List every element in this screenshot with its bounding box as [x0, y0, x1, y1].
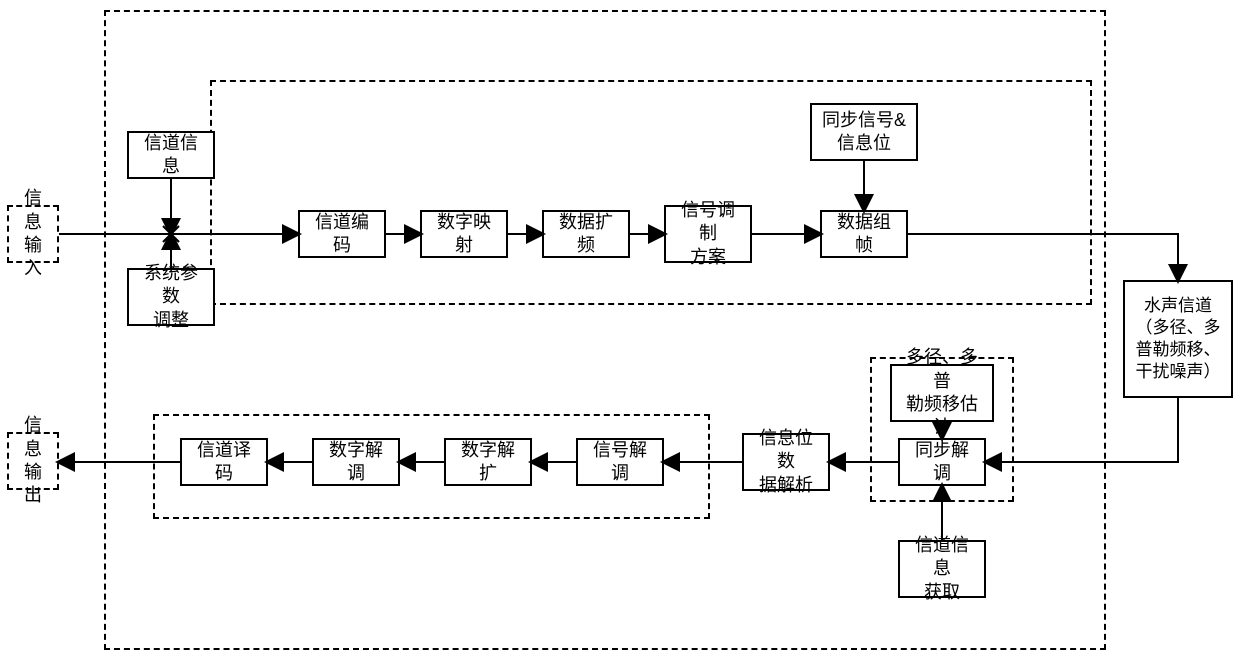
channel-info-label: 信道信息 [137, 132, 205, 179]
channel-decode-label: 信道译码 [190, 439, 258, 486]
info-output-label: 信息输出 [17, 414, 49, 508]
data-frame-label: 数据组帧 [830, 211, 898, 258]
channel-decode-box: 信道译码 [180, 438, 268, 486]
info-input-label: 信息输入 [17, 187, 49, 281]
tx-dashed-container [210, 80, 1092, 305]
signal-demod-label: 信号解调 [586, 439, 654, 486]
channel-info-box: 信道信息 [127, 131, 215, 179]
channel-acquire-box: 信道信息获取 [898, 540, 986, 598]
info-parse-label: 信息位数据解析 [752, 427, 820, 497]
sys-param-label: 系统参数调整 [137, 262, 205, 332]
digital-despread-box: 数字解扩 [444, 438, 532, 486]
digital-map-box: 数字映射 [420, 210, 508, 258]
info-input-box: 信息输入 [7, 205, 59, 263]
signal-mod-box: 信号调制方案 [664, 205, 752, 263]
acoustic-channel-box: 水声信道（多径、多普勒频移、干扰噪声） [1123, 280, 1233, 398]
data-frame-box: 数据组帧 [820, 210, 908, 258]
data-spread-label: 数据扩频 [552, 211, 620, 258]
sync-demod-label: 同步解调 [908, 439, 976, 486]
signal-mod-label: 信号调制方案 [674, 199, 742, 269]
channel-acquire-label: 信道信息获取 [908, 534, 976, 604]
acoustic-channel-label: 水声信道（多径、多普勒频移、干扰噪声） [1136, 295, 1221, 383]
info-output-box: 信息输出 [7, 432, 59, 490]
channel-encode-label: 信道编码 [308, 211, 376, 258]
sys-param-box: 系统参数调整 [127, 268, 215, 326]
data-spread-box: 数据扩频 [542, 210, 630, 258]
multipath-estimate-box: 多径、多普勒频移估计 [890, 364, 994, 422]
multipath-estimate-label: 多径、多普勒频移估计 [900, 346, 984, 440]
sync-demod-box: 同步解调 [898, 438, 986, 486]
digital-map-label: 数字映射 [430, 211, 498, 258]
info-parse-box: 信息位数据解析 [742, 433, 830, 491]
sync-signal-box: 同步信号&信息位 [810, 103, 918, 161]
channel-encode-box: 信道编码 [298, 210, 386, 258]
signal-demod-box: 信号解调 [576, 438, 664, 486]
digital-demod-label: 数字解调 [322, 439, 390, 486]
digital-despread-label: 数字解扩 [454, 439, 522, 486]
digital-demod-box: 数字解调 [312, 438, 400, 486]
sync-signal-label: 同步信号&信息位 [822, 109, 906, 156]
